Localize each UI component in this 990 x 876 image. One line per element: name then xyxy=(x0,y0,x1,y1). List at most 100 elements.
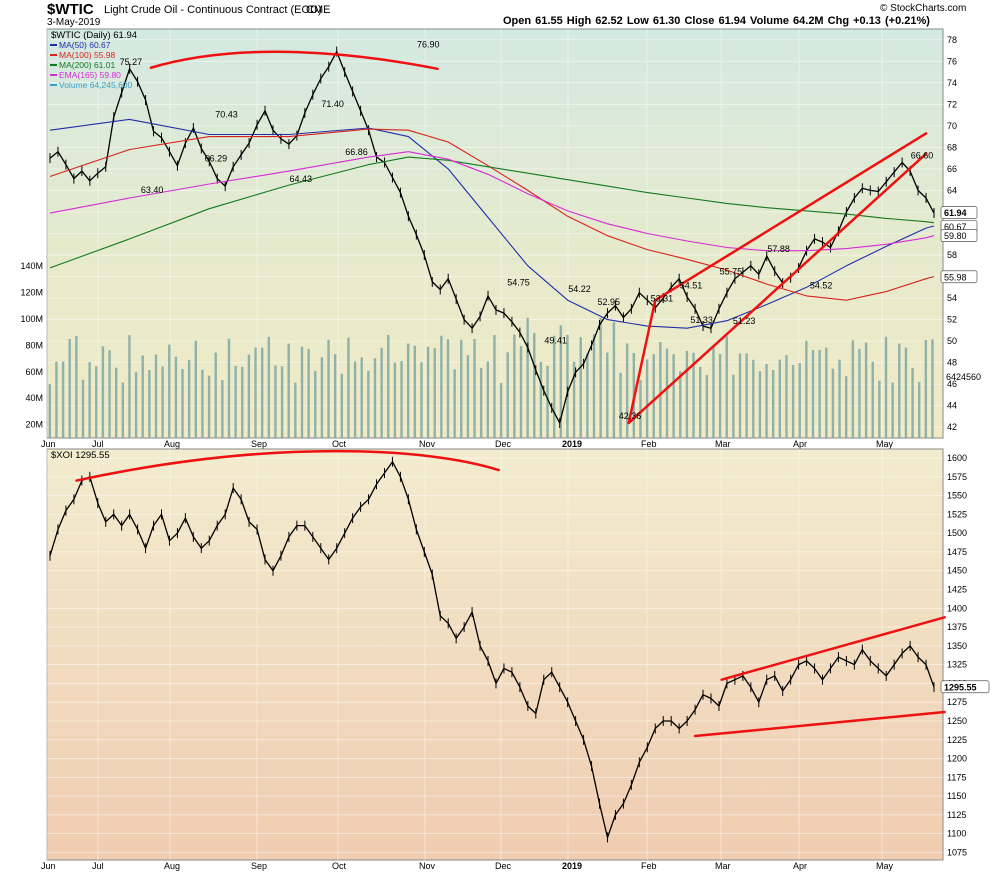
wtic-panel: 4244464850525456586062646668707274767820… xyxy=(20,28,981,449)
volume-bar xyxy=(791,365,795,438)
x-tick-label: Sep xyxy=(251,439,267,449)
volume-bar xyxy=(373,358,377,438)
y-tick-label: 74 xyxy=(947,78,957,88)
price-annotation: 64.43 xyxy=(290,174,313,184)
y-tick-label: 44 xyxy=(947,401,957,411)
volume-bar xyxy=(101,346,105,438)
y-tick-label: 1475 xyxy=(947,547,967,557)
volume-bar xyxy=(619,372,622,438)
volume-bar xyxy=(134,372,138,438)
x-tick-label: 2019 xyxy=(562,861,582,871)
volume-bar xyxy=(413,345,417,438)
y-tick-label: 64 xyxy=(947,185,957,195)
volume-bar xyxy=(88,362,91,438)
volume-value-label: 6424560 xyxy=(946,372,981,382)
volume-bar xyxy=(314,370,317,438)
y-tick-label: 1200 xyxy=(947,754,967,764)
x-tick-label: Nov xyxy=(419,861,436,871)
price-annotation: 66.86 xyxy=(345,147,368,157)
y-tick-label: 1500 xyxy=(947,528,967,538)
volume-bar xyxy=(340,373,344,438)
volume-bar xyxy=(539,361,543,438)
x-tick-label: Apr xyxy=(793,861,807,871)
volume-bar xyxy=(446,339,450,438)
volume-bar xyxy=(453,369,456,438)
volume-bar xyxy=(466,355,470,438)
ma200-line xyxy=(49,156,935,269)
volume-bar xyxy=(406,343,410,438)
volume-bar xyxy=(267,336,271,438)
volume-bar xyxy=(526,317,529,438)
volume-bar xyxy=(566,334,569,438)
y-tick-label: 1575 xyxy=(947,472,967,482)
price-annotation: 57.88 xyxy=(767,244,790,254)
volume-tick-label: 40M xyxy=(25,393,43,403)
volume-bar xyxy=(234,365,237,438)
y-tick-label: 1375 xyxy=(947,622,967,632)
price-annotation: 52.95 xyxy=(597,297,620,307)
volume-bar xyxy=(280,366,284,438)
y-tick-label: 1100 xyxy=(947,829,966,839)
volume-bar xyxy=(785,355,788,438)
price-annotation: 75.27 xyxy=(120,57,143,67)
price-annotation: 51.33 xyxy=(690,315,713,325)
x-tick-label: Dec xyxy=(495,861,512,871)
volume-bar xyxy=(81,379,85,438)
volume-bar xyxy=(148,370,151,438)
x-tick-label: May xyxy=(876,861,894,871)
volume-bar xyxy=(201,369,204,438)
volume-bar xyxy=(778,359,782,438)
volume-bar xyxy=(493,335,496,438)
ema165-line xyxy=(49,151,935,252)
xoi-price-line xyxy=(49,461,935,839)
volume-bar xyxy=(387,334,390,438)
trendline-wedge-lower xyxy=(627,152,928,425)
volume-bar xyxy=(698,366,702,438)
last-value-label: 1295.55 xyxy=(944,682,977,692)
volume-bar xyxy=(353,361,357,438)
y-tick-label: 1600 xyxy=(947,453,967,463)
price-annotation: 71.40 xyxy=(321,99,344,109)
volume-bar xyxy=(75,335,78,438)
y-tick-label: 52 xyxy=(947,315,957,325)
trendline-wedge-left-rail xyxy=(627,298,657,425)
price-annotation: 51.23 xyxy=(733,316,756,326)
volume-bar xyxy=(917,382,921,438)
volume-bar xyxy=(207,375,211,438)
volume-bar xyxy=(599,317,602,438)
y-tick-label: 1225 xyxy=(947,735,967,745)
volume-bar xyxy=(367,370,370,438)
volume-bar xyxy=(108,350,111,438)
y-tick-label: 68 xyxy=(947,142,957,152)
price-annotation: 66.29 xyxy=(205,154,228,164)
x-tick-label: Aug xyxy=(164,439,180,449)
last-value-box xyxy=(940,206,978,219)
volume-bar xyxy=(924,340,928,438)
x-tick-label: Jun xyxy=(41,439,56,449)
volume-bar xyxy=(380,347,383,438)
volume-bar xyxy=(552,335,556,438)
price-annotation: 54.75 xyxy=(507,277,530,287)
volume-bar xyxy=(838,359,841,438)
volume-bar xyxy=(592,334,596,438)
volume-bar xyxy=(606,352,609,438)
x-tick-label: Sep xyxy=(251,861,267,871)
trendline-rounded-top-arc xyxy=(149,50,439,71)
volume-bar xyxy=(884,336,888,438)
y-tick-label: 1525 xyxy=(947,509,967,519)
legend-label: MA(200) 61.01 xyxy=(59,60,115,70)
x-tick-label: Feb xyxy=(641,861,657,871)
volume-bar xyxy=(718,353,722,438)
y-tick-label: 1075 xyxy=(947,847,967,857)
x-tick-label: Aug xyxy=(164,861,180,871)
trendline-wedge-upper xyxy=(720,616,946,681)
volume-bar xyxy=(765,364,768,438)
x-tick-label: Dec xyxy=(495,439,512,449)
volume-bar xyxy=(121,382,125,438)
x-tick-label: Jul xyxy=(92,439,104,449)
volume-bar xyxy=(499,382,503,438)
volume-bar xyxy=(247,354,251,438)
wtic-panel-title: $WTIC (Daily) 61.94 xyxy=(51,30,137,41)
volume-bar xyxy=(738,353,742,438)
